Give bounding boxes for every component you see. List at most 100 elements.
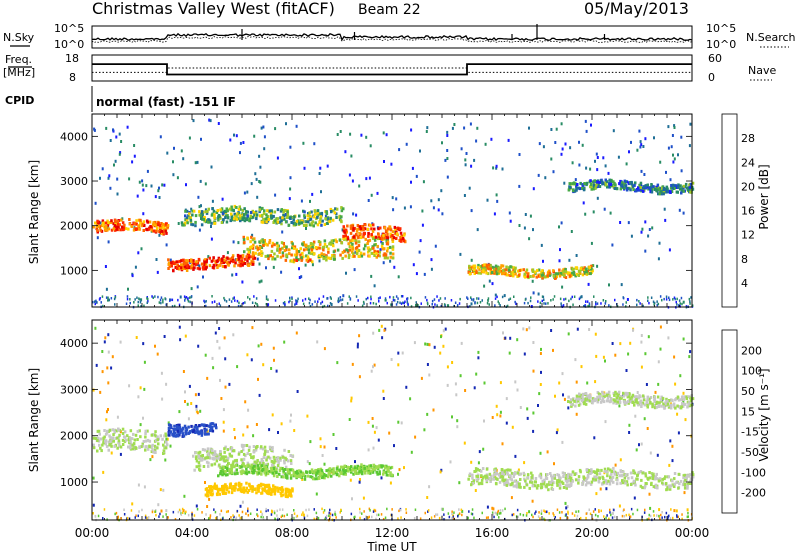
data-cell <box>580 365 583 369</box>
data-cell <box>135 228 138 231</box>
data-cell <box>191 223 195 227</box>
data-cell <box>139 301 142 304</box>
data-cell <box>444 297 446 300</box>
data-cell <box>650 296 653 299</box>
data-cell <box>121 427 125 431</box>
data-cell <box>609 179 612 183</box>
data-cell <box>353 254 356 258</box>
data-cell <box>405 508 407 511</box>
data-cell <box>612 180 615 184</box>
data-cell <box>141 442 144 446</box>
data-cell <box>274 488 277 492</box>
data-cell <box>525 483 529 487</box>
data-cell <box>487 263 491 267</box>
data-cell <box>249 262 252 266</box>
data-cell <box>205 487 209 491</box>
data-cell <box>185 428 189 432</box>
data-cell <box>135 336 138 339</box>
data-cell <box>664 515 666 519</box>
data-cell <box>510 478 513 482</box>
data-cell <box>587 305 589 308</box>
data-cell <box>137 483 140 487</box>
data-cell <box>540 509 543 513</box>
data-cell <box>498 512 501 515</box>
data-cell <box>619 469 622 473</box>
data-cell <box>558 274 562 278</box>
beam-label: Beam 22 <box>358 2 421 18</box>
data-cell <box>260 472 263 476</box>
data-cell <box>209 486 212 490</box>
data-cell <box>351 242 354 246</box>
data-cell <box>323 462 326 466</box>
data-cell <box>265 220 268 224</box>
data-cell <box>283 244 286 248</box>
data-cell <box>107 448 110 452</box>
data-cell <box>114 296 117 299</box>
data-cell <box>478 450 481 454</box>
data-cell <box>581 273 585 277</box>
data-cell <box>234 472 237 476</box>
data-cell <box>273 511 276 515</box>
data-cell <box>346 224 349 228</box>
data-cell <box>302 255 305 259</box>
data-cell <box>279 491 283 495</box>
data-cell <box>578 163 581 167</box>
data-cell <box>594 513 597 517</box>
data-cell <box>341 250 345 254</box>
data-cell <box>311 245 314 249</box>
data-cell <box>558 268 561 272</box>
data-cell <box>292 258 296 262</box>
data-cell <box>478 468 481 472</box>
data-cell <box>99 228 102 232</box>
data-cell <box>219 457 222 461</box>
data-cell <box>233 459 237 463</box>
data-cell <box>306 414 309 418</box>
data-cell <box>545 302 547 305</box>
data-cell <box>664 189 667 193</box>
data-cell <box>475 469 478 473</box>
data-cell <box>349 478 352 482</box>
data-cell <box>194 457 198 460</box>
data-cell <box>642 145 645 148</box>
data-cell <box>395 232 399 236</box>
data-cell <box>579 266 583 270</box>
data-cell <box>682 400 685 404</box>
nsky-series-line <box>91 32 693 42</box>
data-cell <box>377 438 380 442</box>
data-cell <box>561 440 564 444</box>
data-cell <box>276 459 280 463</box>
data-cell <box>306 460 309 464</box>
data-cell <box>552 481 555 485</box>
data-cell <box>317 468 320 471</box>
data-cell <box>392 296 395 299</box>
data-cell <box>373 430 376 434</box>
data-cell <box>344 254 347 258</box>
data-cell <box>625 301 627 304</box>
data-cell <box>683 189 686 193</box>
data-cell <box>174 434 178 438</box>
data-cell <box>589 184 593 188</box>
data-cell <box>311 477 315 481</box>
data-cell <box>399 237 403 241</box>
data-cell <box>273 461 276 465</box>
data-cell <box>314 300 316 303</box>
data-cell <box>209 450 212 454</box>
data-cell <box>197 392 200 396</box>
data-cell <box>500 470 504 474</box>
data-cell <box>357 299 359 302</box>
data-cell <box>155 229 158 233</box>
data-cell <box>292 218 295 222</box>
data-cell <box>189 430 192 433</box>
data-cell <box>428 485 431 489</box>
data-cell <box>652 485 656 489</box>
data-cell <box>384 299 386 302</box>
data-cell <box>246 259 249 263</box>
data-cell <box>577 510 580 513</box>
data-cell <box>257 514 259 518</box>
data-cell <box>574 274 577 278</box>
data-cell <box>296 472 300 476</box>
data-cell <box>255 446 258 450</box>
data-cell <box>241 510 244 514</box>
data-cell <box>228 468 232 472</box>
data-cell <box>205 260 208 264</box>
